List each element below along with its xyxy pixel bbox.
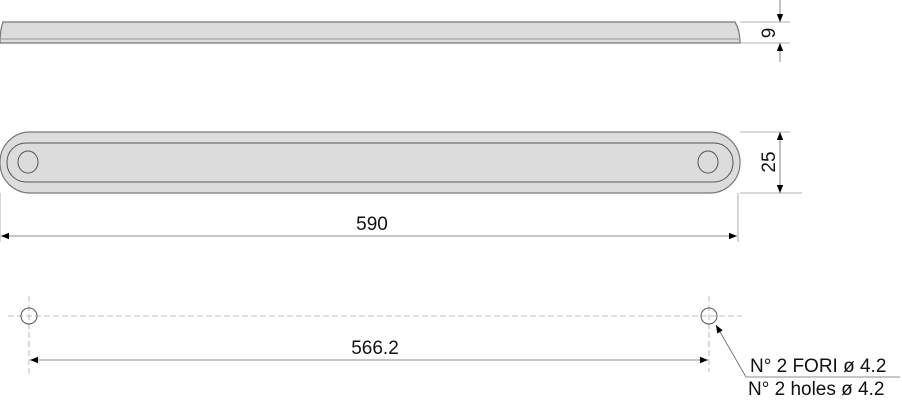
- hole-right: [697, 150, 719, 174]
- side-view: 9: [0, 0, 790, 62]
- hole-spacing-dimension: 566.2: [351, 338, 399, 359]
- length-dimension-group: 590: [0, 193, 739, 242]
- hole-left-layout: [20, 307, 38, 325]
- thickness-dimension: 9: [759, 28, 780, 39]
- hole-left: [17, 150, 39, 174]
- hole-layout: 566.2 N° 2 FORI ø 4.2 N° 2 holes ø 4.2: [8, 296, 900, 400]
- top-view: 25: [0, 131, 802, 194]
- length-dimension: 590: [356, 214, 388, 235]
- width-dimension: 25: [759, 151, 780, 172]
- hole-note-english: N° 2 holes ø 4.2: [748, 379, 884, 400]
- hole-note-italian: N° 2 FORI ø 4.2: [750, 356, 886, 377]
- hole-right-layout: [700, 307, 718, 325]
